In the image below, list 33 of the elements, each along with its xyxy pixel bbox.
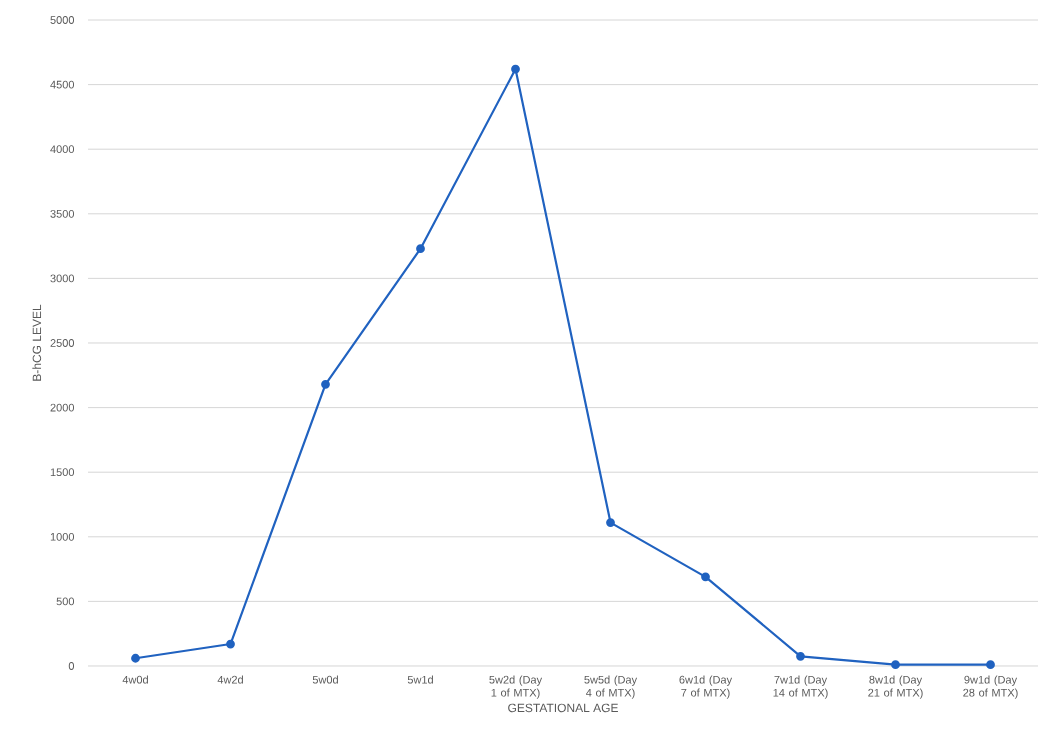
y-tick-label: 3500 [50,209,75,218]
y-tick-label: 5000 [50,16,75,24]
x-tick-label: 4w0d [122,675,148,684]
x-tick-label: 5w1d [407,675,433,684]
x-tick-label: 5w0d [312,675,338,684]
point [796,651,805,661]
point [416,244,425,254]
x-tick-label: 8w1d (Day 21 of MTX) [868,675,923,699]
point [986,660,995,670]
point [701,572,710,582]
y-tick-label: 2000 [50,403,75,412]
x-tick-label: 6w1d (Day 7 of MTX) [679,675,733,699]
point [226,639,235,649]
x-tick-label: 5w5d (Day 4 of MTX) [584,675,638,699]
y-tick-label: 4500 [50,80,75,89]
y-tick-label: 500 [56,597,75,606]
y-tick-label: 4000 [50,145,75,154]
point [511,64,520,74]
point [891,660,900,670]
point [131,653,140,663]
y-tick-label: 1500 [50,468,75,477]
x-tick-label: 4w2d [217,675,243,684]
point [321,379,330,389]
y-tick-label: 3000 [50,274,75,283]
y-tick-label: 1000 [50,532,75,541]
x-tick-label: 9w1d (Day 28 of MTX) [963,675,1018,699]
point [606,518,615,527]
x-tick-label: 5w2d (Day 1 of MTX) [489,675,543,699]
y-tick-label: 0 [68,662,75,670]
x-axis-title: GESTATIONAL AGE [508,703,618,713]
y-axis-title: B-hCG LEVEL [32,304,42,381]
x-tick-label: 7w1d (Day 14 of MTX) [773,675,828,699]
y-tick-label: 2500 [50,339,75,347]
